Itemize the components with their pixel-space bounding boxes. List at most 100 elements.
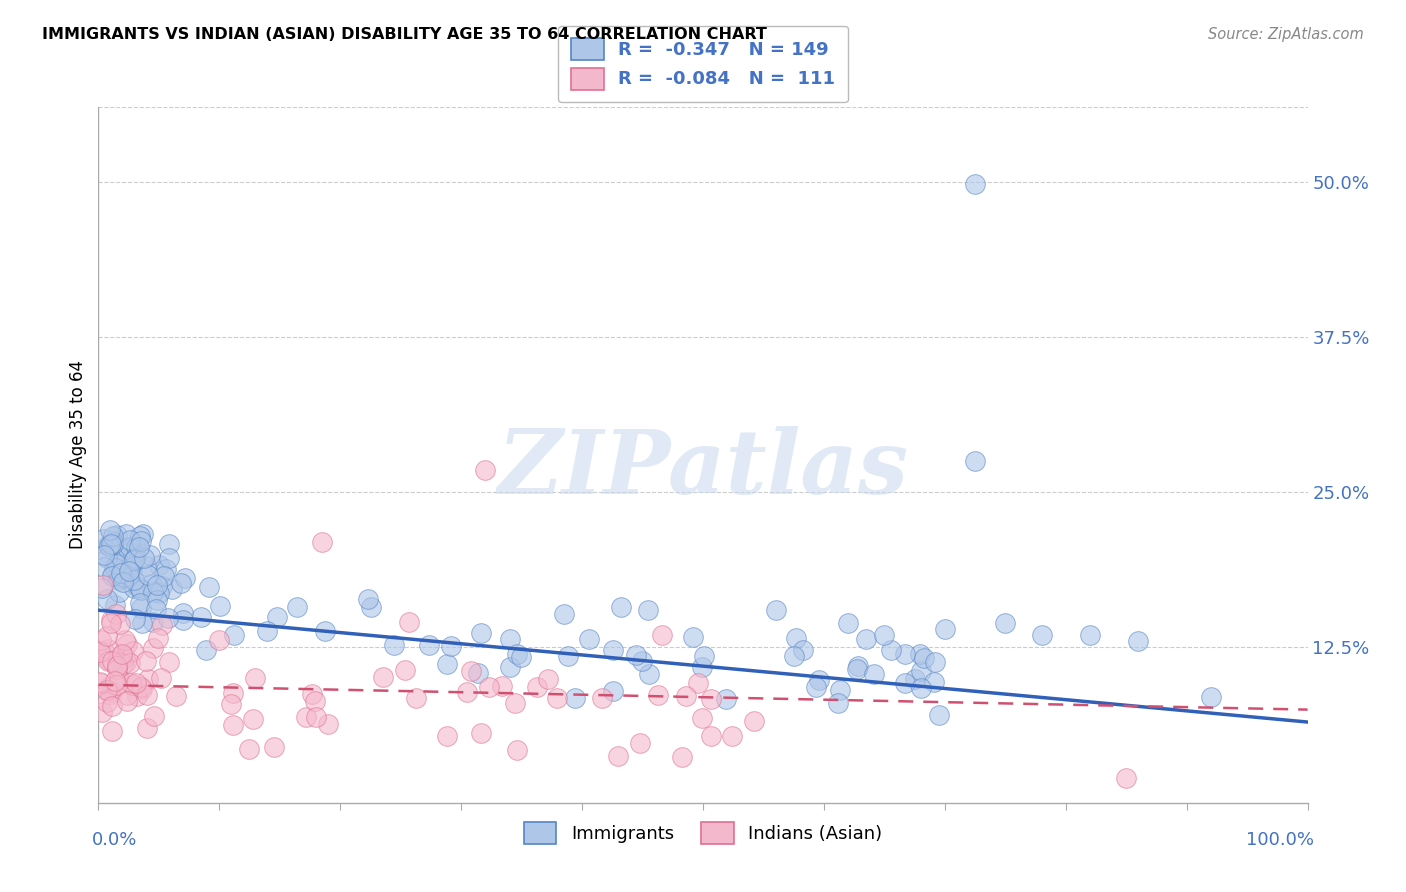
Point bbox=[150, 618, 173, 632]
Point bbox=[91, 578, 114, 592]
Point bbox=[855, 632, 877, 646]
Point bbox=[142, 615, 165, 630]
Point bbox=[314, 624, 336, 639]
Point bbox=[1199, 690, 1222, 705]
Point bbox=[263, 739, 285, 754]
Point bbox=[108, 617, 131, 632]
Point bbox=[910, 647, 932, 661]
Point bbox=[90, 633, 112, 648]
Point bbox=[470, 726, 492, 740]
Point bbox=[103, 560, 125, 574]
Point bbox=[965, 454, 987, 468]
Point bbox=[440, 640, 463, 654]
Point bbox=[97, 539, 120, 553]
Legend: Immigrants, Indians (Asian): Immigrants, Indians (Asian) bbox=[512, 809, 894, 856]
Point bbox=[546, 691, 568, 706]
Point bbox=[1128, 634, 1150, 648]
Point bbox=[699, 691, 721, 706]
Point bbox=[690, 659, 713, 673]
Point bbox=[121, 563, 143, 577]
Point bbox=[256, 624, 278, 638]
Point bbox=[242, 712, 264, 726]
Point bbox=[172, 607, 194, 621]
Point bbox=[96, 683, 118, 698]
Point bbox=[553, 607, 575, 621]
Point bbox=[146, 593, 169, 607]
Point bbox=[118, 540, 141, 554]
Point bbox=[96, 551, 118, 566]
Point bbox=[129, 534, 152, 549]
Point bbox=[112, 571, 135, 585]
Point bbox=[89, 644, 111, 658]
Point bbox=[103, 529, 125, 543]
Point bbox=[285, 599, 308, 614]
Point bbox=[129, 582, 152, 597]
Point bbox=[209, 599, 232, 613]
Point bbox=[96, 629, 118, 643]
Point bbox=[467, 666, 489, 681]
Point bbox=[194, 642, 217, 657]
Point bbox=[136, 672, 159, 686]
Point bbox=[111, 657, 134, 671]
Point bbox=[110, 566, 132, 580]
Point bbox=[118, 569, 141, 583]
Point bbox=[124, 612, 146, 626]
Point bbox=[97, 654, 120, 668]
Point bbox=[526, 680, 548, 694]
Point bbox=[922, 675, 945, 690]
Point bbox=[115, 637, 138, 651]
Point bbox=[578, 632, 600, 646]
Point bbox=[846, 658, 869, 673]
Point bbox=[637, 602, 659, 616]
Point bbox=[894, 675, 917, 690]
Point bbox=[101, 655, 124, 669]
Point bbox=[97, 680, 120, 694]
Point bbox=[105, 607, 128, 622]
Point bbox=[305, 710, 328, 724]
Point bbox=[301, 687, 323, 701]
Point bbox=[101, 535, 124, 549]
Point bbox=[910, 664, 932, 678]
Point bbox=[804, 681, 827, 695]
Point bbox=[965, 177, 987, 191]
Point bbox=[114, 632, 136, 647]
Point bbox=[503, 696, 526, 710]
Point bbox=[647, 688, 669, 702]
Point bbox=[785, 631, 807, 645]
Point bbox=[924, 655, 946, 669]
Point bbox=[198, 580, 221, 594]
Point bbox=[146, 577, 169, 591]
Point bbox=[153, 569, 176, 583]
Point bbox=[149, 671, 172, 685]
Text: 100.0%: 100.0% bbox=[1246, 830, 1313, 848]
Point bbox=[128, 529, 150, 543]
Point bbox=[243, 672, 266, 686]
Point bbox=[208, 632, 231, 647]
Point bbox=[742, 714, 765, 728]
Point bbox=[101, 685, 124, 699]
Point bbox=[165, 690, 187, 704]
Point bbox=[491, 679, 513, 693]
Point bbox=[456, 685, 478, 699]
Point bbox=[398, 615, 420, 629]
Point bbox=[318, 717, 340, 731]
Point bbox=[135, 721, 157, 735]
Point bbox=[295, 710, 318, 724]
Point bbox=[101, 568, 124, 582]
Point bbox=[105, 528, 128, 542]
Point bbox=[405, 691, 427, 706]
Point bbox=[699, 729, 721, 743]
Point bbox=[626, 648, 648, 662]
Point bbox=[89, 674, 111, 689]
Point bbox=[93, 549, 115, 563]
Point bbox=[846, 662, 869, 676]
Point bbox=[174, 571, 197, 585]
Point bbox=[115, 655, 138, 669]
Point bbox=[108, 649, 131, 664]
Point bbox=[628, 736, 651, 750]
Point bbox=[222, 686, 245, 700]
Point bbox=[128, 580, 150, 594]
Point bbox=[157, 536, 180, 550]
Point bbox=[994, 615, 1017, 630]
Point bbox=[837, 615, 859, 630]
